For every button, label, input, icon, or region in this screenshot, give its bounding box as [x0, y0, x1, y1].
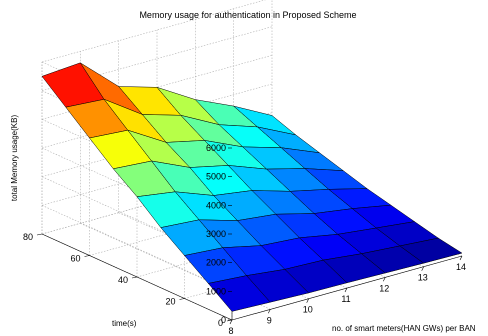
y-tick-mark — [36, 233, 43, 236]
x-axis-label: no. of smart meters(HAN GWs) per BAN — [332, 324, 476, 333]
x-tick-mark — [459, 255, 463, 261]
x-tick-label: 12 — [379, 283, 389, 293]
x-tick-mark — [229, 319, 233, 325]
surface-patch — [399, 237, 463, 264]
back-wall-grid-line — [41, 83, 273, 149]
x-tick-mark — [383, 277, 386, 282]
x-tick-label: 10 — [303, 305, 313, 315]
x-tick-mark — [268, 309, 271, 314]
x-tick-label: 9 — [267, 315, 272, 325]
x-tick-mark — [306, 298, 309, 303]
x-tick-label: 14 — [456, 262, 466, 272]
y-tick-label: 80 — [23, 232, 33, 242]
axis-ticks: 8910111213140204060800100020003000400050… — [23, 143, 466, 336]
z-tick-label: 3000 — [206, 229, 226, 239]
z-tick-label: 4000 — [206, 200, 226, 210]
y-tick-label: 0 — [218, 318, 223, 328]
y-tick-mark — [131, 276, 138, 279]
chart-title: Memory usage for authentication in Propo… — [139, 10, 356, 20]
surface-plot — [41, 62, 463, 312]
y-axis-label: time(s) — [112, 319, 137, 328]
x-tick-mark — [344, 287, 348, 293]
z-tick-label: 2000 — [206, 258, 226, 268]
x-tick-mark — [421, 266, 424, 271]
x-tick-label: 8 — [228, 326, 233, 336]
x-tick-label: 11 — [341, 294, 350, 304]
x-tick-label: 13 — [418, 273, 428, 283]
z-tick-label: 5000 — [206, 172, 226, 182]
z-tick-label: 0 — [221, 315, 226, 325]
z-axis-label: total Memory usage(KB) — [10, 115, 19, 202]
z-tick-label: 6000 — [206, 143, 226, 153]
back-wall-grid-line — [41, 0, 266, 63]
y-tick-mark — [84, 255, 90, 257]
y-tick-label: 40 — [118, 275, 128, 285]
y-tick-label: 20 — [165, 297, 175, 307]
y-tick-label: 60 — [70, 254, 80, 264]
y-tick-mark — [179, 298, 185, 300]
z-tick-label: 1000 — [206, 286, 226, 296]
